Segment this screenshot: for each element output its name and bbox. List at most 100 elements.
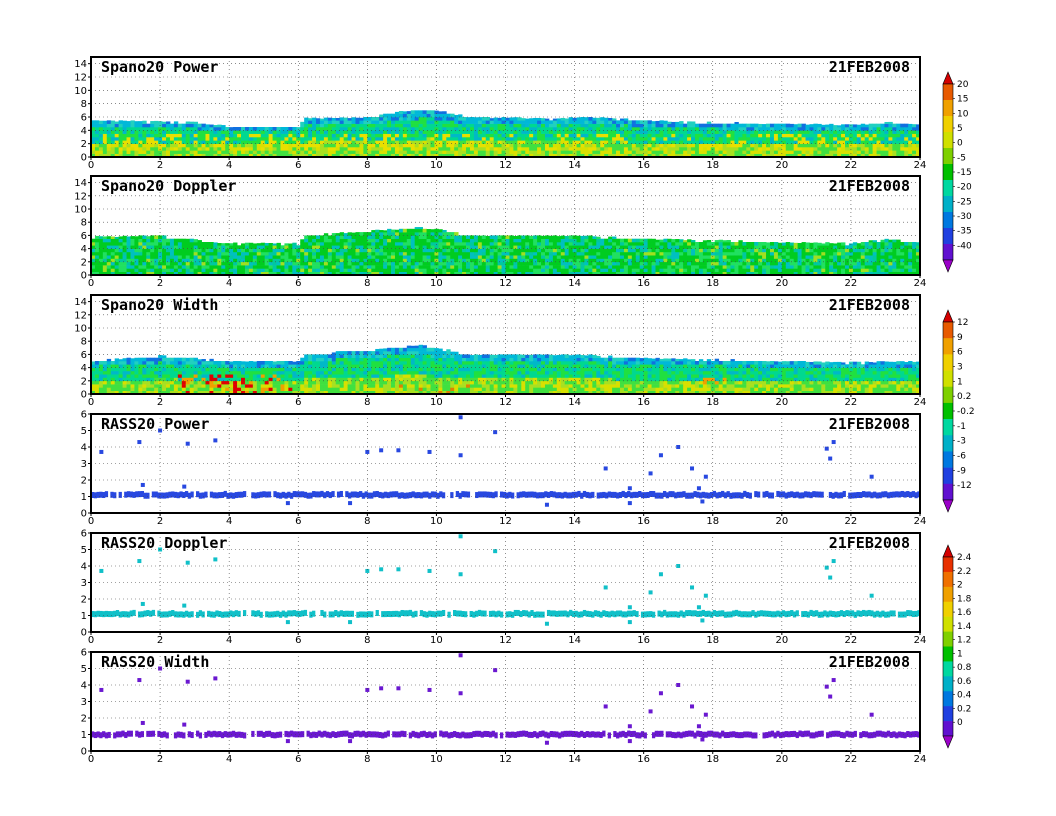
heatmap-cell xyxy=(698,255,704,259)
heatmap-cell xyxy=(169,143,175,148)
heatmap-cell xyxy=(580,147,585,151)
heatmap-cell xyxy=(679,127,684,131)
heatmap-cell xyxy=(505,147,510,151)
heatmap-cell xyxy=(316,248,321,253)
heatmap-cell xyxy=(130,147,135,151)
heatmap-cell xyxy=(612,137,617,141)
heatmap-cell xyxy=(576,268,581,272)
heatmap-cell xyxy=(371,153,376,158)
heatmap-cell xyxy=(462,120,467,124)
heatmap-cell xyxy=(813,251,818,256)
heatmap-cell xyxy=(355,238,360,243)
heatmap-cell xyxy=(655,265,660,269)
heatmap-cell xyxy=(454,150,459,154)
heatmap-cell xyxy=(142,265,147,269)
heatmap-cell xyxy=(896,242,901,246)
heatmap-cell xyxy=(221,137,226,141)
heatmap-cell xyxy=(746,255,751,259)
heatmap-cell xyxy=(106,248,112,253)
heatmap-cell xyxy=(647,120,652,124)
heatmap-cell xyxy=(722,268,727,272)
heatmap-cell xyxy=(714,133,720,138)
heatmap-cell xyxy=(493,242,499,246)
heatmap-cell xyxy=(292,255,297,259)
heatmap-cell xyxy=(323,255,329,259)
heatmap-cell xyxy=(702,137,708,141)
heatmap-cell xyxy=(458,261,463,266)
heatmap-cell xyxy=(304,130,309,134)
heatmap-cell xyxy=(371,258,376,263)
heatmap-cell xyxy=(462,133,467,138)
heatmap-cell xyxy=(608,123,613,128)
heatmap-cell xyxy=(821,133,826,138)
heatmap-cell xyxy=(848,268,854,272)
heatmap-cell xyxy=(908,251,913,256)
heatmap-cell xyxy=(193,140,198,144)
heatmap-cell xyxy=(371,265,376,269)
heatmap-cell xyxy=(173,268,179,272)
heatmap-cell xyxy=(596,140,601,144)
heatmap-cell xyxy=(177,153,183,158)
heatmap-cell xyxy=(552,150,558,154)
heatmap-cell xyxy=(809,245,814,249)
heatmap-cell xyxy=(331,235,337,239)
heatmap-cell xyxy=(402,261,408,266)
heatmap-cell xyxy=(560,117,566,121)
heatmap-cell xyxy=(556,242,562,246)
heatmap-cell xyxy=(394,153,400,158)
heatmap-cell xyxy=(91,150,96,154)
heatmap-cell xyxy=(244,248,250,253)
heatmap-cell xyxy=(738,133,743,138)
heatmap-cell xyxy=(619,261,625,266)
heatmap-cell xyxy=(335,261,341,266)
heatmap-cell xyxy=(327,140,333,144)
heatmap-cell xyxy=(781,265,787,269)
heatmap-cell xyxy=(694,130,700,134)
heatmap-cell xyxy=(841,255,846,259)
heatmap-cell xyxy=(331,245,337,249)
heatmap-cell xyxy=(742,258,747,263)
heatmap-cell xyxy=(339,255,345,259)
heatmap-cell xyxy=(785,265,791,269)
heatmap-cell xyxy=(98,271,104,276)
heatmap-cell xyxy=(462,258,467,263)
heatmap-cell xyxy=(481,242,487,246)
heatmap-cell xyxy=(335,271,341,276)
heatmap-cell xyxy=(667,255,672,259)
heatmap-cell xyxy=(197,251,202,256)
heatmap-cell xyxy=(442,242,447,246)
heatmap-cell xyxy=(616,248,621,253)
heatmap-cell xyxy=(130,236,135,239)
heatmap-cell xyxy=(762,133,767,138)
heatmap-cell xyxy=(600,143,605,148)
heatmap-cell xyxy=(146,387,151,391)
heatmap-cell xyxy=(738,127,743,131)
heatmap-cell xyxy=(584,265,589,269)
heatmap-cell xyxy=(122,258,127,263)
heatmap-cell xyxy=(576,238,581,243)
heatmap-cell xyxy=(643,271,649,276)
heatmap-cell xyxy=(450,268,455,272)
heatmap-cell xyxy=(683,137,688,141)
heatmap-cell xyxy=(537,127,542,131)
heatmap-cell xyxy=(809,140,814,144)
heatmap-cell xyxy=(319,120,325,124)
heatmap-cell xyxy=(667,251,672,256)
heatmap-cell xyxy=(718,245,724,249)
heatmap-cell xyxy=(584,137,589,141)
heatmap-cell xyxy=(331,268,337,272)
heatmap-cell xyxy=(387,238,392,243)
heatmap-cell xyxy=(319,242,325,246)
heatmap-cell xyxy=(912,242,917,246)
heatmap-cell xyxy=(469,150,475,154)
heatmap-cell xyxy=(568,261,574,266)
heatmap-cell xyxy=(651,248,656,253)
heatmap-cell xyxy=(537,117,542,121)
heatmap-cell xyxy=(94,370,100,375)
heatmap-cell xyxy=(852,143,858,148)
heatmap-cell xyxy=(284,255,289,259)
heatmap-cell xyxy=(193,123,198,128)
heatmap-cell xyxy=(288,255,293,259)
heatmap-cell xyxy=(691,130,696,134)
heatmap-cell xyxy=(280,261,285,266)
